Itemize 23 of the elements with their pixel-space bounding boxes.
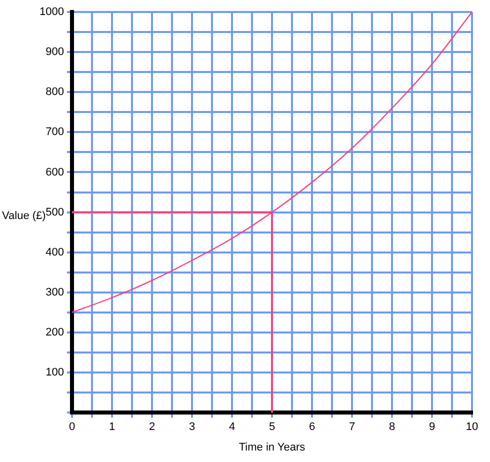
x-tick-label: 1 (108, 421, 116, 434)
y-axis-title: Value (£) (2, 210, 46, 222)
y-tick-label: 800 (46, 86, 64, 98)
x-tick-label: 3 (188, 421, 196, 434)
x-tick-label: 6 (308, 421, 316, 434)
x-tick-label: 5 (268, 421, 276, 434)
x-tick-label: 8 (388, 421, 396, 434)
x-tick-label: 4 (228, 421, 236, 434)
x-tick-label: 7 (348, 421, 356, 434)
x-tick-label: 9 (428, 421, 436, 434)
y-tick-label: 300 (46, 286, 64, 298)
x-tick-label: 0 (68, 421, 76, 434)
y-tick-label: 1000 (40, 6, 64, 18)
y-tick-label: 500 (46, 206, 64, 218)
y-tick-label: 900 (46, 46, 64, 58)
x-tick-label: 2 (148, 421, 156, 434)
y-tick-label: 200 (46, 326, 64, 339)
y-tick-label: 700 (46, 126, 64, 138)
y-tick-label: 100 (46, 366, 64, 379)
x-axis-title: Time in Years (238, 441, 306, 454)
x-tick-label: 10 (466, 421, 478, 434)
y-tick-label: 600 (46, 166, 64, 178)
y-tick-label: 400 (46, 246, 64, 258)
